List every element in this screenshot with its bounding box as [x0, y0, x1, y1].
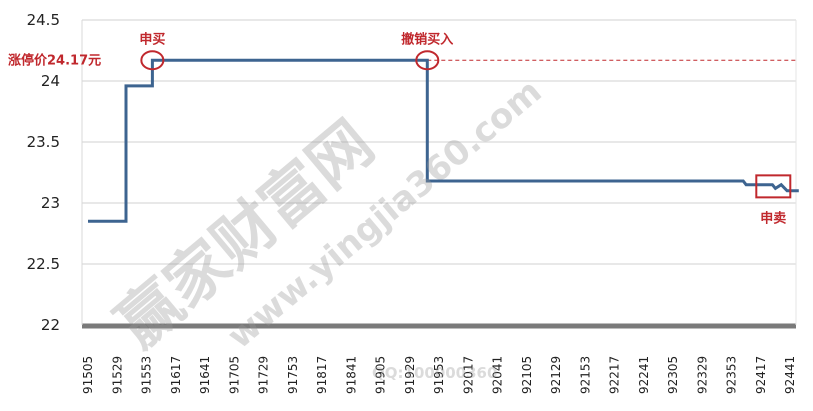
annotation-circle [140, 50, 165, 71]
x-tick-label: 91729 [257, 356, 271, 394]
annotation-label: 撤销买入 [401, 31, 453, 47]
annotation-box [755, 174, 792, 199]
watermark: 赢家财富网 www.yingjia360.com QQ:100000360 [103, 71, 550, 382]
x-tick-label: 91641 [198, 356, 212, 394]
x-tick-label: 91905 [374, 356, 388, 394]
x-tick-label: 91553 [140, 356, 154, 394]
watermark-qq: QQ:100000360 [372, 364, 497, 382]
x-tick-label: 92153 [578, 356, 592, 394]
x-tick-label: 92105 [520, 356, 534, 394]
x-tick-label: 92441 [783, 356, 797, 394]
x-tick-label: 91505 [81, 356, 95, 394]
x-tick-label: 92417 [754, 356, 768, 394]
x-tick-label: 91617 [169, 356, 183, 394]
x-tick-label: 92241 [637, 356, 651, 394]
x-tick-label: 92329 [695, 356, 709, 394]
limit-price-label: 涨停价24.17元 [7, 52, 101, 68]
annotation-circle [415, 50, 440, 71]
plot-area [88, 58, 799, 223]
x-tick-label: 92129 [549, 356, 563, 394]
annotation-label: 申卖 [760, 210, 786, 226]
x-tick-label: 92305 [666, 356, 680, 394]
x-tick-label: 91529 [110, 356, 124, 394]
x-tick-label: 92017 [461, 356, 475, 394]
y-axis: 24.5 24 23.5 23 22.5 22 [27, 11, 60, 334]
x-tick-label: 91929 [403, 356, 417, 394]
x-tick-label: 91841 [344, 356, 358, 394]
x-tick-label: 91817 [315, 356, 329, 394]
x-tick-label: 91705 [227, 356, 241, 394]
x-tick-label: 92217 [608, 356, 622, 394]
y-tick-label: 23.5 [27, 133, 60, 151]
x-axis: 91505 91529 91553 91617 91641 91705 91729 91753… [81, 356, 797, 394]
x-tick-label: 92041 [491, 356, 505, 394]
y-tick-label: 22.5 [27, 255, 60, 273]
y-tick-label: 22 [41, 316, 60, 334]
x-tick-label: 91753 [286, 356, 300, 394]
x-tick-label: 92353 [725, 356, 739, 394]
annotation-label: 申买 [139, 31, 165, 47]
x-tick-label: 91953 [432, 356, 446, 394]
y-tick-label: 23 [41, 194, 60, 212]
y-tick-label: 24 [41, 72, 60, 90]
y-tick-label: 24.5 [27, 11, 60, 29]
price-series-line [88, 58, 799, 223]
gridlines [81, 19, 797, 329]
